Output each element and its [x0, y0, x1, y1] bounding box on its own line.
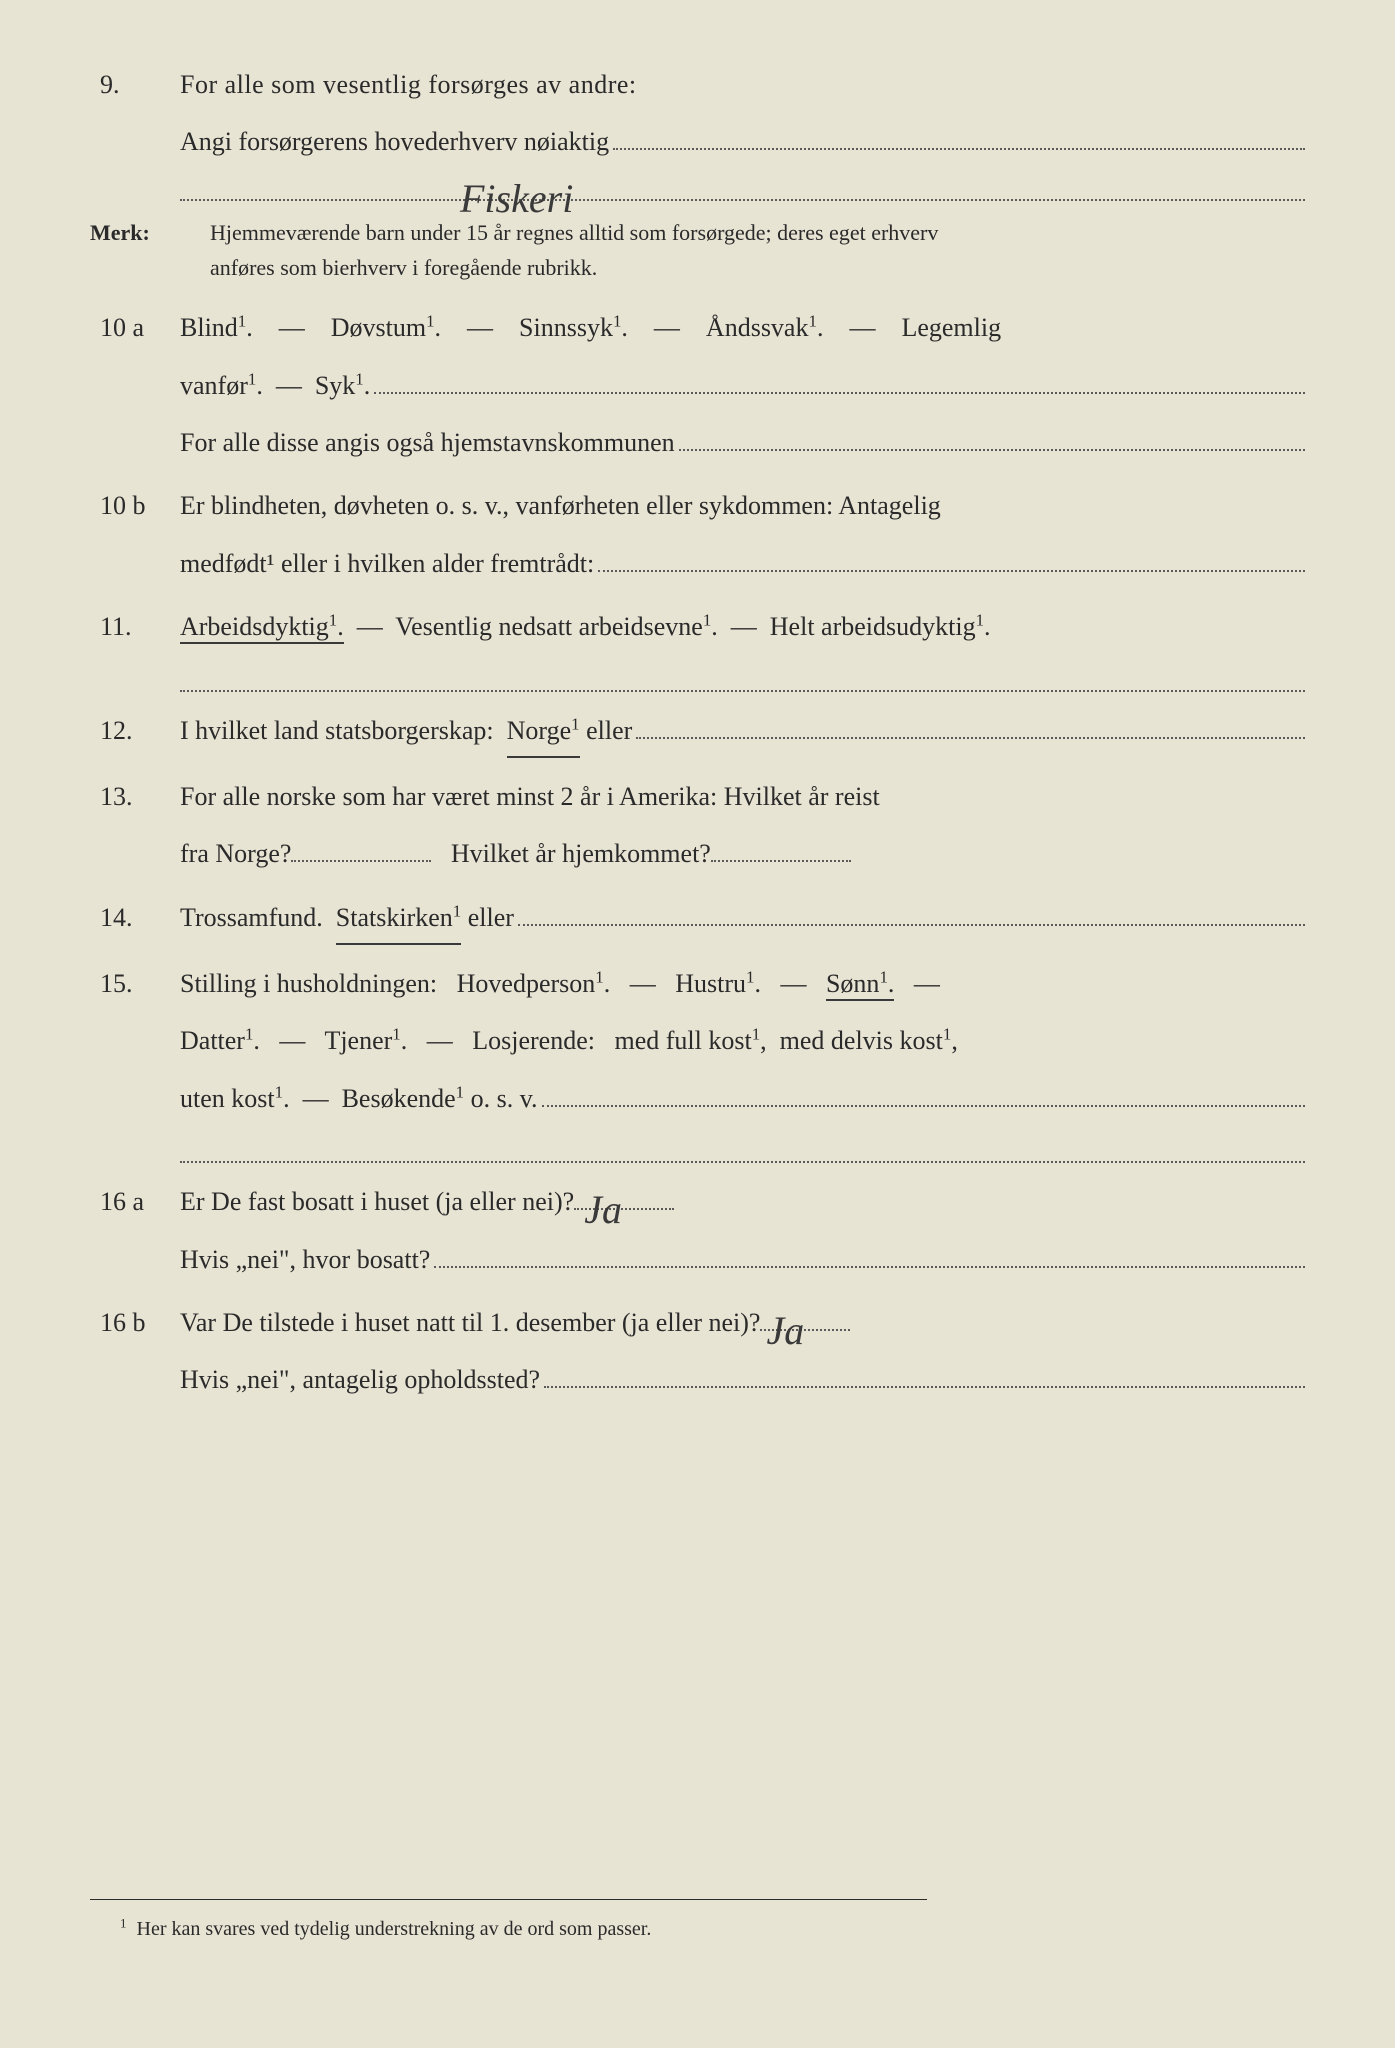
q16b-line2: Hvis „nei", antagelig opholdssted?	[180, 1355, 540, 1404]
q10a-number: 10 a	[90, 303, 180, 352]
q15-opt-tjener: Tjener1.	[324, 1026, 407, 1055]
q16a-line2: Hvis „nei", hvor bosatt?	[180, 1235, 430, 1284]
q10a-opt-dovstum: Døvstum1.	[331, 313, 441, 342]
q13-line2b: Hvilket år hjemkommet?	[451, 829, 711, 878]
question-9: 9. For alle som vesentlig forsørges av a…	[90, 60, 1305, 201]
q12-number: 12.	[90, 706, 180, 755]
dotted-line	[291, 860, 431, 862]
q14-or: eller	[468, 893, 514, 942]
q9-handwritten-answer: Fiskeri	[460, 161, 573, 237]
footnote-text: Her kan svares ved tydelig understreknin…	[137, 1918, 652, 1940]
q15-suffix: o. s. v.	[471, 1074, 538, 1123]
dotted-line	[374, 368, 1305, 394]
q10a-opt-syk: Syk1.	[315, 361, 370, 410]
q9-line1: For alle som vesentlig forsørges av andr…	[180, 60, 1305, 109]
q10b-line2: medfødt¹ eller i hvilken alder fremtrådt…	[180, 539, 594, 588]
question-16b: 16 b Var De tilstede i huset natt til 1.…	[90, 1298, 1305, 1405]
footnote: 1 Her kan svares ved tydelig understrekn…	[90, 1899, 927, 1948]
dotted-line	[180, 1131, 1305, 1163]
q10a-opt-vanfor: vanfør1.	[180, 361, 263, 410]
q13-number: 13.	[90, 772, 180, 821]
q14-opt-statskirken-selected: Statskirken1	[336, 893, 461, 945]
dotted-line	[598, 546, 1305, 572]
merk-note: Merk: Hjemmeværende barn under 15 år reg…	[90, 215, 1305, 285]
q15-opt-hustru: Hustru1.	[675, 969, 761, 998]
q10a-opt-sinnssyk: Sinnssyk1.	[519, 313, 628, 342]
merk-label: Merk:	[90, 215, 180, 250]
merk-text-2: anføres som bierhverv i foregående rubri…	[210, 250, 1305, 285]
q10a-opt-andssvak: Åndssvak1.	[706, 313, 824, 342]
question-12: 12. I hvilket land statsborgerskap: Norg…	[90, 706, 1305, 758]
dotted-line	[544, 1362, 1305, 1388]
q9-number: 9.	[90, 60, 180, 109]
q16a-handwritten-answer: Ja	[584, 1172, 622, 1248]
census-form-page: 9. For alle som vesentlig forsørges av a…	[0, 0, 1395, 2048]
dotted-line	[613, 124, 1305, 150]
question-16a: 16 a Er De fast bosatt i huset (ja eller…	[90, 1177, 1305, 1284]
question-15: 15. Stilling i husholdningen: Hovedperso…	[90, 959, 1305, 1163]
q16b-number: 16 b	[90, 1298, 180, 1347]
q10a-line3: For alle disse angis også hjemstavnskomm…	[180, 418, 675, 467]
q16a-number: 16 a	[90, 1177, 180, 1226]
q15-opt-besokende: Besøkende1	[342, 1074, 465, 1123]
q11-opt-nedsatt: Vesentlig nedsatt arbeidsevne1.	[395, 612, 718, 641]
q15-opt-losjerende: Losjerende:	[472, 1026, 595, 1055]
q13-line2a: fra Norge?	[180, 829, 291, 878]
q12-or: eller	[586, 706, 632, 755]
q10a-opt-legemlig: Legemlig	[901, 313, 1001, 342]
dotted-line	[711, 860, 851, 862]
q16b-line1: Var De tilstede i huset natt til 1. dese…	[180, 1298, 760, 1347]
q15-opt-utenkost: uten kost1.	[180, 1074, 290, 1123]
q12-opt-norge-selected: Norge1	[507, 706, 580, 758]
q15-opt-hovedperson: Hovedperson1.	[457, 969, 611, 998]
dotted-line	[180, 660, 1305, 692]
q10b-number: 10 b	[90, 481, 180, 530]
dotted-line	[434, 1242, 1305, 1268]
dotted-line	[679, 425, 1305, 451]
q15-opt-sonn-selected: Sønn1.	[826, 969, 894, 1001]
q16b-handwritten-answer: Ja	[766, 1293, 804, 1369]
question-10a: 10 a Blind1. — Døvstum1. — Sinnssyk1. — …	[90, 303, 1305, 467]
dotted-line	[180, 175, 1305, 201]
q12-text: I hvilket land statsborgerskap:	[180, 706, 494, 755]
q11-opt-udyktig: Helt arbeidsudyktig1.	[770, 612, 991, 641]
q13-line1: For alle norske som har været minst 2 år…	[180, 772, 1305, 821]
q15-opt-delviskost: med delvis kost1,	[780, 1026, 958, 1055]
dotted-line: Ja	[760, 1329, 850, 1331]
q11-opt-arbeidsdyktig-selected: Arbeidsdyktig1.	[180, 612, 344, 644]
question-13: 13. For alle norske som har været minst …	[90, 772, 1305, 879]
q15-opt-datter: Datter1.	[180, 1026, 260, 1055]
merk-text-1: Hjemmeværende barn under 15 år regnes al…	[210, 215, 1305, 250]
dotted-line	[518, 900, 1305, 926]
q11-number: 11.	[90, 602, 180, 651]
question-10b: 10 b Er blindheten, døvheten o. s. v., v…	[90, 481, 1305, 588]
question-14: 14. Trossamfund. Statskirken1 eller	[90, 893, 1305, 945]
q10b-line1: Er blindheten, døvheten o. s. v., vanfør…	[180, 481, 1305, 530]
q15-opt-fullkost: med full kost1,	[614, 1026, 766, 1055]
q15-text: Stilling i husholdningen:	[180, 969, 437, 998]
question-11: 11. Arbeidsdyktig1. — Vesentlig nedsatt …	[90, 602, 1305, 691]
q9-line2-prefix: Angi forsørgerens hovederhverv nøiaktig	[180, 117, 609, 166]
q14-number: 14.	[90, 893, 180, 942]
q10a-opt-blind: Blind1.	[180, 313, 253, 342]
dotted-line	[636, 713, 1305, 739]
dotted-line	[542, 1081, 1305, 1107]
footnote-marker: 1	[120, 1915, 127, 1930]
q14-text: Trossamfund.	[180, 893, 323, 942]
q16a-line1: Er De fast bosatt i huset (ja eller nei)…	[180, 1177, 574, 1226]
q15-number: 15.	[90, 959, 180, 1008]
dotted-line: Ja	[574, 1208, 674, 1210]
